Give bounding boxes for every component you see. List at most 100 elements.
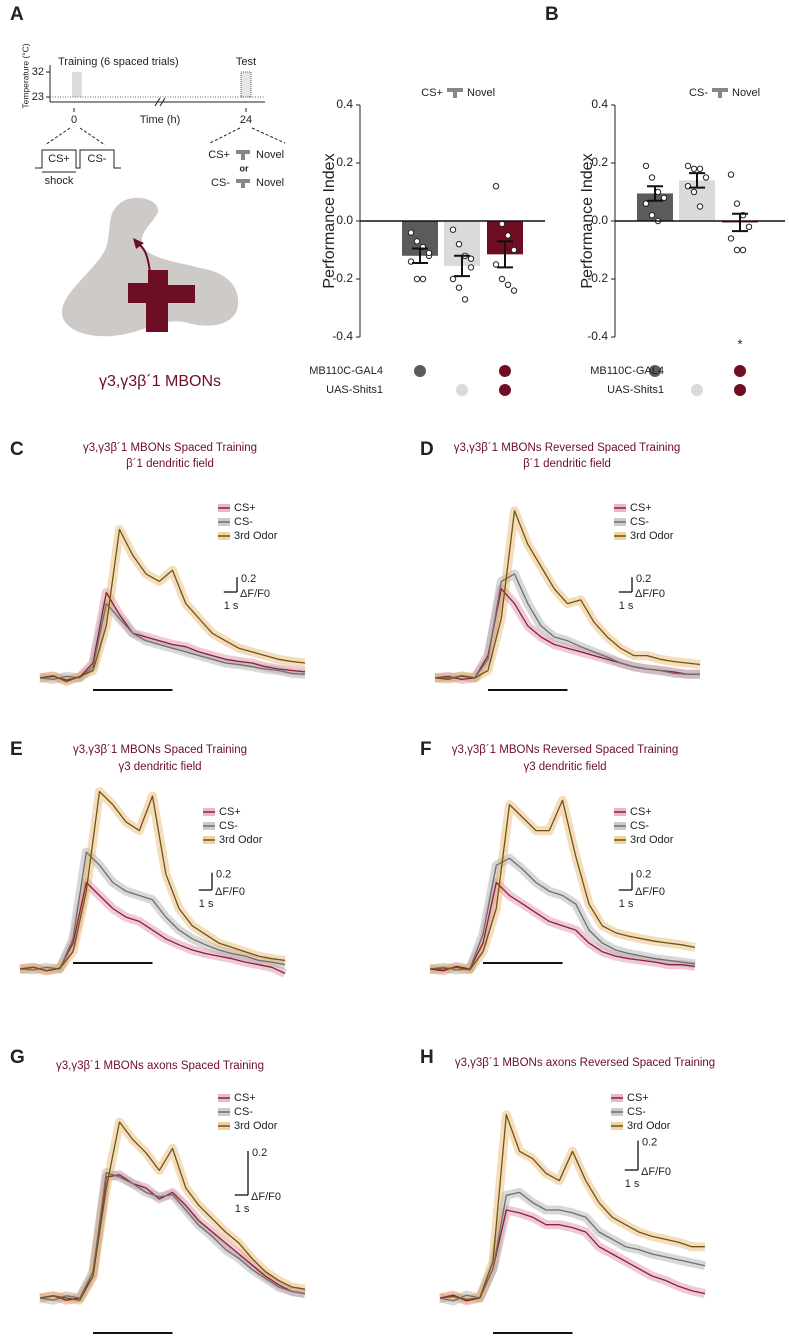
data-point xyxy=(746,224,751,229)
data-point xyxy=(450,276,455,281)
legend-label: CS- xyxy=(234,1106,253,1118)
scale-bar-label: 0.2 xyxy=(216,869,231,881)
data-point xyxy=(420,276,425,281)
chart-title: γ3,γ3β´1 MBONs axons Spaced Training xyxy=(56,1060,264,1072)
figure: A B C D E F G H Temperature (°C) 32 23 T… xyxy=(0,0,789,1336)
genotype-label: MB110C-GAL4 xyxy=(590,365,664,377)
y-tick-label: -0.4 xyxy=(332,329,353,343)
legend-label: CS- xyxy=(630,820,649,832)
genotype-dot xyxy=(414,365,426,377)
error-band xyxy=(440,1115,705,1300)
panel-label: B xyxy=(545,4,559,25)
panel-label: C xyxy=(10,439,24,460)
trace-line xyxy=(440,1115,705,1300)
genotype-dot xyxy=(734,384,746,396)
legend-label: CS- xyxy=(219,820,238,832)
chart-title: γ3,γ3β´1 MBONs axons Reversed Spaced Tra… xyxy=(455,1057,715,1069)
genotype-label: MB110C-GAL4 xyxy=(309,365,383,377)
data-point xyxy=(462,297,467,302)
scale-bar-label: 1 s xyxy=(199,898,214,910)
scale-bar-label: 1 s xyxy=(619,898,634,910)
chart-title: Novel xyxy=(732,87,760,99)
data-point xyxy=(643,163,648,168)
scale-bar-label: 0.2 xyxy=(252,1147,267,1159)
data-point xyxy=(734,201,739,206)
data-point xyxy=(414,239,419,244)
legend-label: 3rd Odor xyxy=(234,1120,278,1132)
scale-bar-label: 1 s xyxy=(619,600,634,612)
tick-label: 32 xyxy=(32,66,44,78)
data-point xyxy=(499,221,504,226)
data-point xyxy=(414,276,419,281)
chart-title: CS- xyxy=(689,87,708,99)
scale-bar-label: ΔF/F0 xyxy=(641,1166,671,1178)
scale-bar-label: 1 s xyxy=(224,600,239,612)
legend-label: 3rd Odor xyxy=(630,834,674,846)
legend-label: CS+ xyxy=(627,1092,649,1104)
chart-title: γ3 dendritic field xyxy=(523,761,606,773)
genotype-dot xyxy=(734,365,746,377)
brain-drawing xyxy=(62,198,238,336)
schematic-label: Novel xyxy=(256,177,284,189)
data-point xyxy=(728,172,733,177)
legend-label: 3rd Odor xyxy=(234,530,278,542)
error-band xyxy=(430,858,695,970)
error-band xyxy=(20,792,285,971)
scale-bar-label: 0.2 xyxy=(636,869,651,881)
panel-label: H xyxy=(420,1047,434,1068)
axis-label: Time (h) xyxy=(140,114,181,126)
data-point xyxy=(468,265,473,270)
legend-label: CS- xyxy=(630,516,649,528)
schematic-label: shock xyxy=(45,175,74,187)
data-point xyxy=(505,282,510,287)
legend-label: CS- xyxy=(627,1106,646,1118)
genotype-label: UAS-Shits1 xyxy=(326,384,383,396)
data-point xyxy=(649,213,654,218)
data-point xyxy=(450,227,455,232)
y-tick-label: 0.0 xyxy=(336,213,353,227)
chart-title: CS+ xyxy=(421,87,443,99)
chart-title: β´1 dendritic field xyxy=(126,458,214,470)
schematic-label: CS- xyxy=(88,153,107,165)
panel-label: G xyxy=(10,1047,25,1068)
panel-label: A xyxy=(10,4,24,25)
data-point xyxy=(697,204,702,209)
data-point xyxy=(685,163,690,168)
legend-label: CS+ xyxy=(219,806,241,818)
y-axis-title: Performance Index xyxy=(579,153,596,288)
tick-label: 23 xyxy=(32,91,44,103)
panel-label: F xyxy=(420,739,432,760)
schematic-label: Novel xyxy=(256,149,284,161)
schematic-label: Training (6 spaced trials) xyxy=(58,56,179,68)
genotype-dot xyxy=(499,365,511,377)
schematic-label: Test xyxy=(236,56,256,68)
genotype-label: UAS-Shits1 xyxy=(607,384,664,396)
legend-label: CS+ xyxy=(234,502,256,514)
genotype-dot xyxy=(691,384,703,396)
y-tick-label: 0.4 xyxy=(336,97,353,111)
data-point xyxy=(493,184,498,189)
legend-label: 3rd Odor xyxy=(630,530,674,542)
scale-bar-label: 0.2 xyxy=(642,1137,657,1149)
chart-title: β´1 dendritic field xyxy=(523,458,611,470)
data-point xyxy=(655,189,660,194)
scale-bar-label: 1 s xyxy=(235,1203,250,1215)
genotype-dot xyxy=(499,384,511,396)
chart-title: γ3,γ3β´1 MBONs Spaced Training xyxy=(83,442,257,454)
schematic-label: CS+ xyxy=(48,153,70,165)
schematic-label: CS- xyxy=(211,177,230,189)
legend-label: CS- xyxy=(234,516,253,528)
tick-label: 24 xyxy=(240,114,252,126)
chart-title: γ3 dendritic field xyxy=(118,761,201,773)
data-point xyxy=(499,276,504,281)
y-tick-label: 0.4 xyxy=(591,97,608,111)
data-point xyxy=(661,195,666,200)
scale-bar-label: ΔF/F0 xyxy=(215,886,245,898)
data-point xyxy=(703,175,708,180)
significance-mark: * xyxy=(737,336,742,351)
scale-bar-label: 0.2 xyxy=(241,573,256,585)
scale-bar-label: ΔF/F0 xyxy=(635,886,665,898)
tick-label: 0 xyxy=(71,114,77,126)
data-point xyxy=(740,247,745,252)
panel-label: E xyxy=(10,739,23,760)
